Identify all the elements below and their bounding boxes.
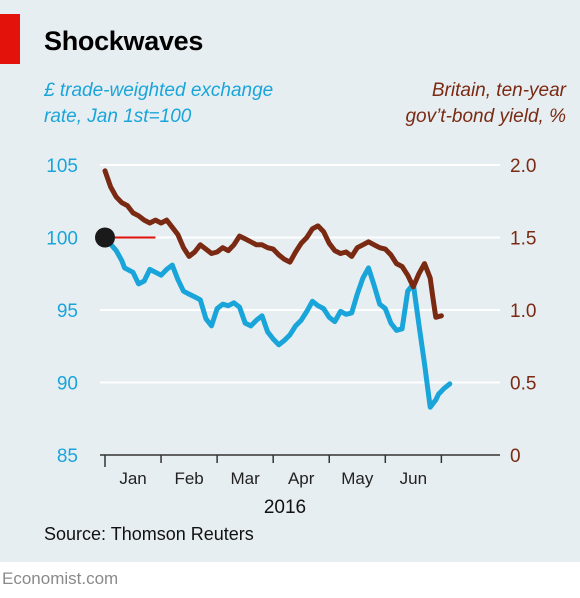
right-subtitle-line-1: Britain, ten-year [431,80,566,101]
chart-card: Shockwaves £ trade-weighted exchange rat… [0,0,580,562]
x-tick-label: Feb [174,469,203,488]
x-tick-label: Jan [119,469,146,488]
left-tick-label: 100 [46,229,78,250]
left-axis-subtitle: £ trade-weighted exchange rate, Jan 1st=… [44,78,273,130]
left-subtitle-line-2: rate, Jan 1st=100 [44,106,192,127]
x-tick-label: May [341,469,374,488]
footer-brand: Economist.com [2,569,119,588]
start-point-marker [95,227,115,248]
left-tick-label: 90 [57,374,78,395]
left-tick-label: 105 [46,156,78,177]
left-tick-label: 85 [57,446,78,467]
chart-title: Shockwaves [44,26,204,56]
right-tick-label: 1.0 [510,301,536,322]
source-note: Source: Thomson Reuters [44,524,254,544]
left-subtitle-line-1: £ trade-weighted exchange [44,80,274,101]
right-subtitle-line-2: gov’t-bond yield, % [405,106,566,127]
bond-yield-series-line [102,168,444,320]
right-tick-label: 2.0 [510,156,536,177]
year-label: 2016 [264,497,306,518]
right-tick-label: 1.5 [510,229,536,250]
right-axis-subtitle: Britain, ten-year gov’t-bond yield, % [405,78,566,130]
x-tick-label: Mar [231,469,261,488]
x-tick-label: Jun [400,469,427,488]
x-tick-label: Apr [288,469,315,488]
fx-rate-series-line [102,235,453,410]
left-tick-label: 95 [57,301,78,322]
right-tick-label: 0.5 [510,374,536,395]
red-accent-tag [0,14,20,64]
line-chart: 85 90 95 100 105 0 0.5 1.0 1.5 2.0 Jan Feb Mar Apr May… [46,156,536,518]
right-tick-label: 0 [510,446,521,467]
